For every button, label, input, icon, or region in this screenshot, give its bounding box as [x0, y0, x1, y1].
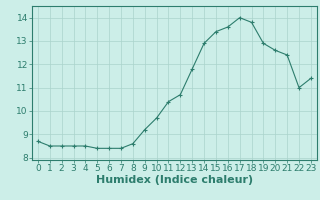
- X-axis label: Humidex (Indice chaleur): Humidex (Indice chaleur): [96, 175, 253, 185]
